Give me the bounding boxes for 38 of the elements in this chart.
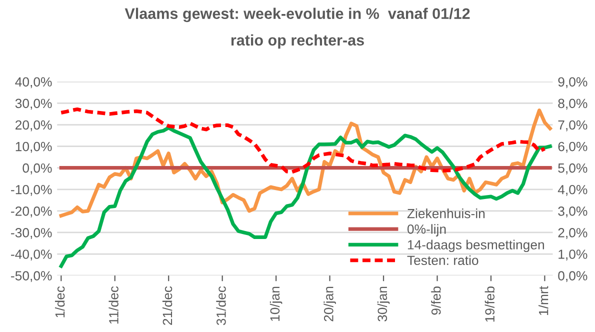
y-tick-label: 30,0%	[15, 98, 52, 110]
y2-tick-label: 1,0%	[558, 250, 588, 260]
x-tick-label: 30/jan	[377, 286, 390, 322]
x-tick-label: 11/dec	[108, 286, 118, 324]
y2-tick-label: 9,0%	[558, 77, 588, 88]
y-tick-label: -40,0%	[11, 250, 52, 260]
y2-tick-label: 5,0%	[558, 163, 588, 174]
legend-label: Testen: ratio	[407, 255, 478, 266]
y-tick-label: -30,0%	[11, 228, 52, 239]
legend-label: 14-daags besmettingen	[408, 240, 544, 252]
x-tick-label: 10/jan	[270, 286, 282, 321]
y-tick-label: 10,0%	[16, 142, 52, 153]
y2-tick-label: 3,0%	[558, 206, 588, 218]
line-series	[59, 107, 546, 174]
x-tick-label: 9/feb	[431, 286, 441, 315]
y2-tick-label: 4,0%	[558, 184, 588, 196]
y2-tick-label: 0,0%	[558, 271, 588, 282]
line-series	[59, 126, 552, 268]
x-tick-label: 19/feb	[484, 286, 495, 322]
legend-label: Ziekenhuis-in	[407, 208, 485, 218]
x-tick-label: 21/dec	[162, 286, 172, 325]
y-tick-label: 20,0%	[16, 120, 52, 132]
x-tick-label: 31/dec	[216, 286, 226, 326]
y2-tick-label: 7,0%	[558, 120, 588, 132]
chart-title: Vlaams gewest: week-evolutie in % vanaf 01/12	[124, 8, 470, 22]
y2-tick-label: 6,0%	[558, 142, 588, 153]
y-tick-label: -20,0%	[11, 206, 52, 218]
y2-tick-label: 2,0%	[558, 228, 588, 239]
y2-tick-label: 8,0%	[558, 98, 588, 110]
y-tick-label: 40,0%	[15, 77, 52, 88]
y-tick-label: -50,0%	[11, 271, 52, 282]
x-tick-label: 1/dec	[55, 286, 65, 318]
x-tick-label: 1/mrt	[538, 286, 548, 316]
y-tick-label: 0,0%	[22, 163, 52, 174]
x-tick-label: 20/jan	[324, 286, 336, 322]
chart-subtitle: ratio op rechter-as	[231, 34, 364, 49]
y-tick-label: -10,0%	[11, 184, 52, 196]
legend-label: 0%-lijn	[407, 224, 446, 236]
